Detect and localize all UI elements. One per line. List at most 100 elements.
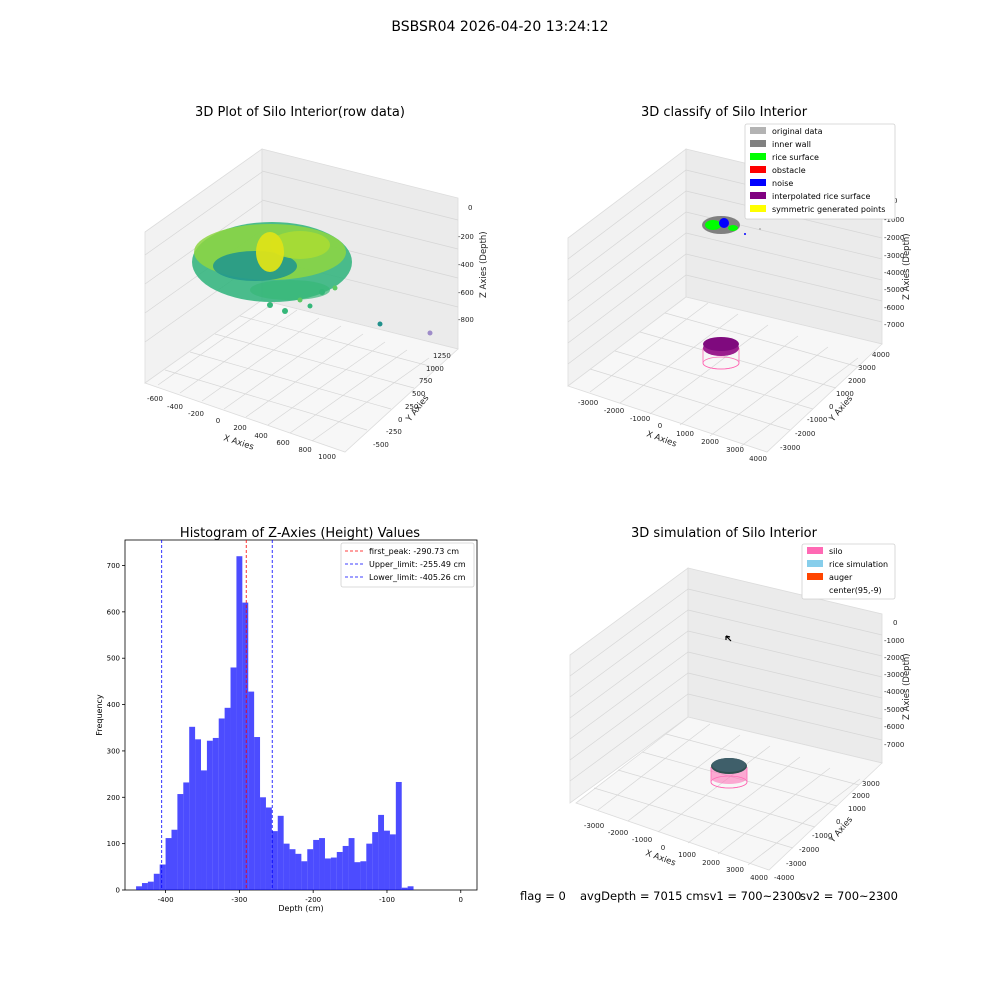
simulation-legend-items: silo rice simulation auger center(95,-9) (807, 547, 888, 595)
histogram-bar (230, 667, 237, 890)
classify-legend-swatch (750, 153, 766, 160)
histogram-bar (242, 602, 249, 890)
simulation-ytick: 0 (836, 818, 840, 826)
simulation-ytick: 3000 (862, 780, 880, 788)
histogram-ytick-label: 600 (107, 608, 120, 616)
status-avg-depth: avgDepth = 7015 cmsv1 = 700~2300 (580, 889, 802, 903)
raw-xtick: 1000 (318, 453, 336, 461)
raw-xtick: 200 (233, 424, 246, 432)
histogram-ytick-label: 0 (116, 887, 120, 895)
simulation-ytick: -4000 (774, 874, 794, 882)
histogram-xticks: -400 -300 -200 -100 0 (158, 890, 463, 904)
classify-ytick: -2000 (795, 430, 815, 438)
raw-xlabel: X Axies (222, 433, 255, 452)
raw-ytick: 750 (419, 377, 432, 385)
simulation-xtick: -1000 (632, 836, 652, 844)
status-sv2: sv2 = 700~2300 (800, 889, 898, 903)
classify-legend-items: original data inner wall rice surface obsta… (750, 127, 885, 214)
histogram-bar (254, 737, 261, 890)
classify-ytick: 2000 (848, 377, 866, 385)
histogram-bar (153, 873, 160, 890)
histogram-bar (236, 556, 243, 890)
histogram-bar (183, 782, 190, 890)
classify-ytick: 4000 (872, 351, 890, 359)
simulation-ztick: -1000 (884, 637, 904, 645)
raw-panel-title: 3D Plot of Silo Interior(row data) (195, 105, 405, 120)
classify-ztick: -7000 (884, 321, 904, 329)
classify-cylinder (702, 337, 740, 370)
histogram-xtick-label: 0 (459, 896, 463, 904)
histogram-bar (319, 838, 325, 890)
histogram-bar (366, 843, 373, 890)
status-flag: flag = 0 (520, 889, 566, 903)
classify-xtick: 1000 (676, 430, 694, 438)
histogram-panel: Histogram of Z-Axies (Height) Values -40… (95, 526, 478, 913)
histogram-bar (189, 726, 196, 890)
classify-zlabel: Z Axies (Depth) (902, 233, 912, 300)
histogram-bar (248, 691, 255, 890)
histogram-ytick-label: 400 (107, 701, 120, 709)
histogram-ytick-label: 200 (107, 794, 120, 802)
histogram-legend-items: first_peak: -290.73 cm Upper_limit: -255.… (345, 547, 466, 582)
histogram-ytick-label: 100 (107, 840, 120, 848)
raw-xtick: 0 (216, 417, 220, 425)
classify-legend-swatch (750, 140, 766, 147)
histogram-bar (171, 829, 178, 890)
histogram-bar (313, 839, 320, 890)
histogram-bar (324, 858, 331, 890)
histogram-xtick-label: -100 (379, 896, 395, 904)
simulation-xtick: 3000 (726, 866, 744, 874)
classify-ytick: 3000 (858, 364, 876, 372)
histogram-bar (218, 718, 225, 890)
histogram-bar (401, 887, 408, 890)
simulation-ztick: -5000 (884, 706, 904, 714)
classify-xtick: -1000 (630, 415, 650, 423)
simulation-legend-label: center(95,-9) (829, 586, 882, 595)
simulation-xtick: 0 (661, 844, 665, 852)
classify-ztick: -5000 (884, 286, 904, 294)
raw-zlabel: Z Axies (Depth) (479, 231, 489, 298)
raw-ytick: 1250 (433, 352, 451, 360)
raw-xtick: 800 (298, 446, 311, 454)
simulation-ylabel: Y Axies (827, 815, 855, 846)
classify-legend-swatch (750, 166, 766, 173)
raw-ytick: 500 (412, 390, 425, 398)
histogram-bar (271, 831, 278, 890)
raw-ytick: 250 (405, 403, 418, 411)
raw-3d-panel: 3D Plot of Silo Interior(row data) (144, 105, 489, 461)
raw-xtick: -400 (167, 403, 183, 411)
histogram-bar (177, 794, 184, 890)
histogram-legend-label: Lower_limit: -405.26 cm (369, 573, 466, 582)
classify-legend-label: symmetric generated points (772, 205, 885, 214)
histogram-ytick-label: 700 (107, 562, 120, 570)
raw-ytick: -500 (373, 441, 389, 449)
histogram-legend: first_peak: -290.73 cm Upper_limit: -255.… (340, 542, 475, 588)
raw-ztick: -400 (458, 261, 474, 269)
simulation-legend-label: silo (829, 547, 843, 556)
histogram-bar (195, 739, 202, 890)
classify-ytick: 1000 (836, 390, 854, 398)
simulation-legend-label: rice simulation (829, 560, 888, 569)
classify-ztick: -1000 (884, 216, 904, 224)
classify-xtick: 3000 (726, 446, 744, 454)
simulation-legend-swatch (807, 547, 823, 554)
histogram-bar (354, 862, 361, 890)
classify-legend-label: inner wall (772, 140, 811, 149)
raw-ztick: -200 (458, 233, 474, 241)
histogram-bar (265, 807, 272, 890)
simulation-legend-label: auger (829, 573, 853, 582)
simulation-zlabel: Z Axies (Depth) (902, 653, 912, 720)
raw-ztick: -800 (458, 316, 474, 324)
histogram-vlines (161, 540, 273, 890)
simulation-ztick: -4000 (884, 688, 904, 696)
simulation-ytick: -1000 (812, 832, 832, 840)
simulation-xtick: 2000 (702, 859, 720, 867)
classify-legend-swatch (750, 205, 766, 212)
histogram-xtick-label: -400 (158, 896, 174, 904)
histogram-bar (342, 845, 349, 890)
classify-ytick: -3000 (780, 444, 800, 452)
simulation-ztick: 0 (893, 619, 897, 627)
histogram-legend-label: first_peak: -290.73 cm (369, 547, 459, 556)
classify-xtick: 0 (658, 422, 662, 430)
classify-point-cloud (702, 216, 761, 235)
